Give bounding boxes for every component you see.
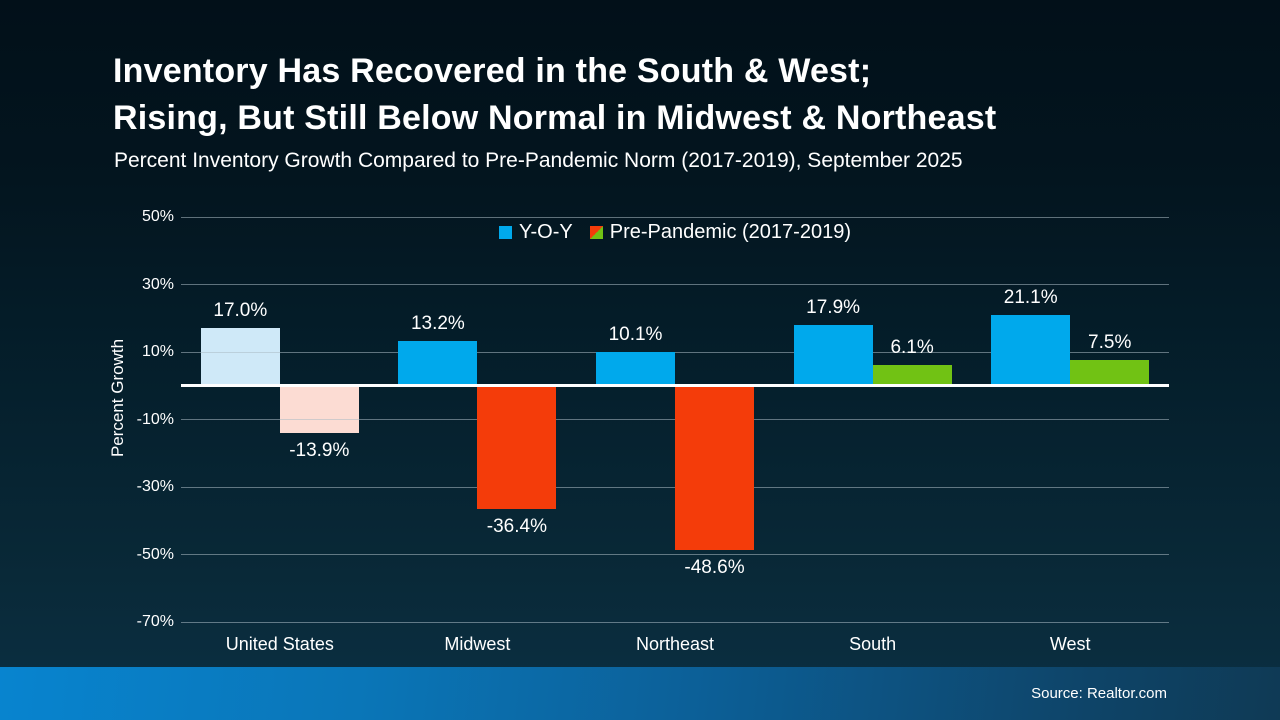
bar bbox=[1070, 360, 1150, 386]
gridline bbox=[181, 351, 1169, 353]
plot-area: 17.0% -13.9% 13.2% -36.4% 10.1% -48.6% 17.9% 6.… bbox=[181, 216, 1169, 623]
legend-swatch-icon bbox=[589, 225, 603, 239]
legend-label: Pre-Pandemic (2017-2019) bbox=[609, 220, 851, 243]
bar bbox=[200, 328, 280, 386]
bar-value-label: -13.9% bbox=[289, 439, 350, 461]
page-subtitle: Percent Inventory Growth Compared to Pre… bbox=[114, 149, 963, 172]
legend: Y-O-Y Pre-Pandemic (2017-2019) bbox=[181, 219, 1169, 245]
y-axis-tick-label: 30% bbox=[141, 275, 174, 293]
page-title: Inventory Has Recovered in the South & W… bbox=[113, 48, 996, 142]
category-label: Northeast bbox=[635, 634, 714, 654]
y-axis-tick-label: -30% bbox=[136, 478, 174, 495]
legend-item: Y-O-Y bbox=[499, 221, 573, 244]
x-axis-category-labels: United States Midwest Northeast South West bbox=[181, 628, 1169, 660]
bar-value-label: 7.5% bbox=[1088, 332, 1132, 354]
category-label: Midwest bbox=[444, 634, 511, 654]
bar-value-label: 21.1% bbox=[1003, 286, 1058, 308]
bar bbox=[991, 314, 1071, 386]
title-line-1: Inventory Has Recovered in the South & W… bbox=[113, 52, 872, 90]
y-axis: 50% 30% 10% -10% -30% -50% -70% bbox=[90, 208, 174, 630]
legend-item: Pre-Pandemic (2017-2019) bbox=[589, 220, 851, 244]
legend-label: Y-O-Y bbox=[519, 220, 573, 243]
bar bbox=[596, 351, 675, 386]
y-axis-tick-label: -50% bbox=[136, 545, 174, 563]
bar-value-label: 6.1% bbox=[890, 337, 934, 359]
y-axis-tick-label: 10% bbox=[141, 343, 174, 360]
category-label: West bbox=[1049, 634, 1091, 654]
bar-value-label: 13.2% bbox=[410, 313, 465, 335]
title-line-2: Rising, But Still Below Normal in Midwes… bbox=[113, 99, 997, 137]
bar-value-label: 17.9% bbox=[806, 297, 861, 319]
bar-value-label: 10.1% bbox=[608, 323, 663, 345]
bar bbox=[279, 385, 359, 433]
gridline bbox=[181, 554, 1169, 555]
bar bbox=[872, 365, 952, 386]
bar bbox=[477, 385, 557, 509]
bar bbox=[793, 325, 873, 386]
gridline bbox=[181, 216, 1169, 218]
gridline bbox=[181, 621, 1169, 623]
bar bbox=[398, 341, 478, 386]
y-axis-tick-label: 50% bbox=[141, 208, 174, 225]
y-axis-tick-label: -70% bbox=[136, 613, 174, 630]
y-axis-tick-label: -10% bbox=[136, 410, 174, 428]
bar-value-label: 17.0% bbox=[213, 300, 268, 322]
gridline bbox=[181, 284, 1169, 285]
bar bbox=[675, 385, 754, 550]
footer-bar: Source: Realtor.com bbox=[0, 667, 1280, 720]
source-text: Source: Realtor.com bbox=[1031, 685, 1167, 702]
zero-axis-line bbox=[181, 384, 1169, 388]
bar-value-label: -48.6% bbox=[684, 556, 745, 578]
legend-swatch-icon bbox=[499, 225, 512, 239]
bar-value-label: -36.4% bbox=[486, 515, 547, 537]
category-label: South bbox=[849, 634, 897, 654]
category-label: United States bbox=[225, 634, 334, 654]
